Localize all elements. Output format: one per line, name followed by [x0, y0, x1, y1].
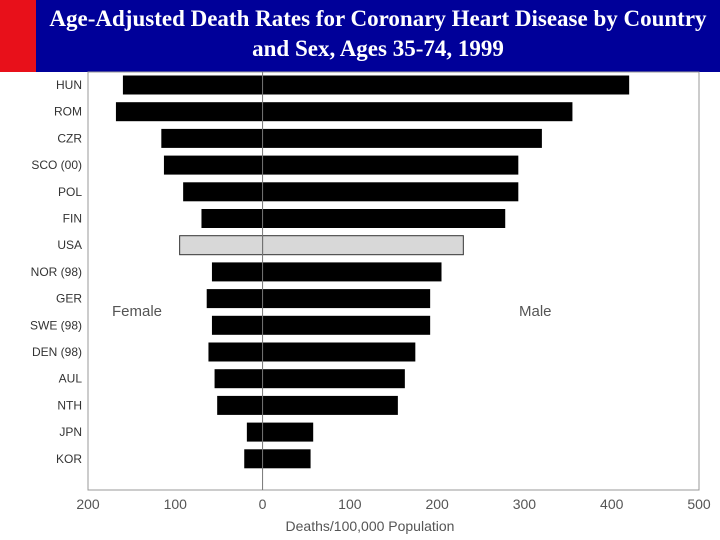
bar-male-5 — [262, 209, 506, 228]
category-label-12: NTH — [57, 398, 82, 412]
x-tick-label-2: 0 — [259, 496, 267, 512]
bar-female-10 — [208, 342, 263, 362]
bar-male-11 — [262, 369, 405, 389]
bar-male-1 — [262, 102, 573, 122]
bar-male-6 — [262, 235, 464, 256]
bar-male-14 — [262, 449, 311, 469]
bar-male-10 — [262, 342, 416, 362]
bar-female-0 — [122, 75, 263, 95]
category-label-8: GER — [56, 292, 82, 306]
bar-male-4 — [262, 182, 519, 202]
bars-group — [115, 75, 630, 469]
x-tick-label-0: 200 — [76, 496, 100, 512]
category-label-4: POL — [58, 185, 82, 199]
bar-female-5 — [201, 209, 263, 228]
bar-female-7 — [211, 262, 263, 282]
category-label-0: HUN — [56, 78, 82, 92]
red-accent-block — [0, 0, 36, 72]
x-tick-labels-group: 200 100 0 100 200 300 400 500 — [76, 496, 711, 512]
category-label-13: JPN — [59, 425, 82, 439]
bar-female-9 — [211, 315, 263, 335]
bar-male-9 — [262, 315, 431, 335]
category-label-2: CZR — [57, 131, 82, 145]
category-label-5: FIN — [63, 212, 82, 226]
bar-female-2 — [161, 128, 263, 148]
category-label-10: DEN (98) — [32, 345, 82, 359]
category-label-14: KOR — [56, 452, 82, 466]
bar-female-4 — [183, 182, 263, 202]
bar-male-2 — [262, 128, 542, 148]
category-label-11: AUL — [59, 372, 83, 386]
female-side-label: Female — [112, 303, 162, 320]
category-label-9: SWE (98) — [30, 318, 82, 332]
bar-male-8 — [262, 289, 431, 309]
bar-male-13 — [262, 422, 314, 442]
category-label-7: NOR (98) — [31, 265, 82, 279]
title-banner — [0, 0, 720, 72]
bar-female-8 — [206, 289, 263, 309]
bar-female-11 — [214, 369, 263, 389]
male-side-label: Male — [519, 303, 552, 320]
bar-female-14 — [244, 449, 263, 469]
bar-male-3 — [262, 155, 519, 175]
category-label-3: SCO (00) — [31, 158, 82, 172]
bar-female-12 — [217, 395, 263, 415]
x-tick-label-3: 100 — [338, 496, 362, 512]
category-label-6: USA — [57, 238, 82, 252]
bar-female-1 — [115, 102, 263, 122]
category-label-1: ROM — [54, 105, 82, 119]
bar-female-3 — [163, 155, 263, 175]
x-tick-label-7: 500 — [687, 496, 711, 512]
slide-title: Age-Adjusted Death Rates for Coronary He… — [49, 6, 707, 61]
x-tick-label-4: 200 — [425, 496, 449, 512]
bar-female-6 — [179, 235, 264, 256]
x-tick-label-6: 400 — [600, 496, 624, 512]
bar-female-13 — [246, 422, 263, 442]
bar-male-7 — [262, 262, 442, 282]
x-axis-label: Deaths/100,000 Population — [286, 518, 455, 534]
x-tick-label-5: 300 — [513, 496, 537, 512]
bar-male-12 — [262, 395, 398, 415]
bar-male-0 — [262, 75, 630, 95]
x-tick-label-1: 100 — [164, 496, 188, 512]
category-labels-group: HUN ROM CZR SCO (00) POL FIN USA NOR (98) GER SWE… — [30, 78, 82, 466]
